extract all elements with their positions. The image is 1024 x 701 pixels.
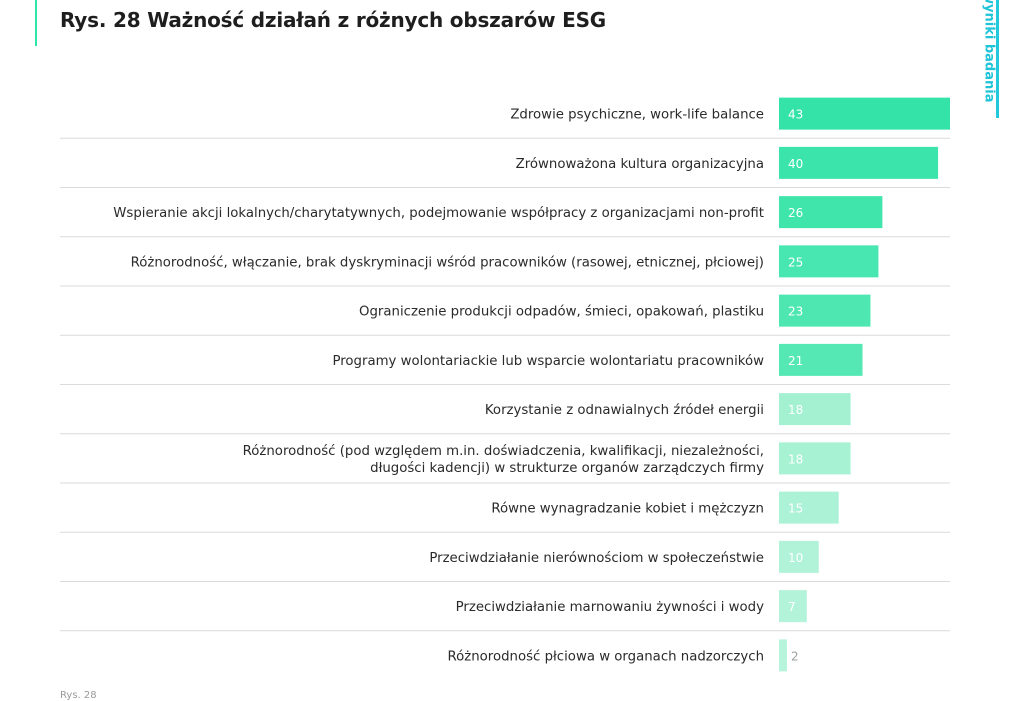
bar: [779, 196, 883, 229]
category-label: Zdrowie psychiczne, work-life balance: [510, 108, 764, 123]
bar-value-label: 25: [788, 255, 803, 269]
category-label: Wspieranie akcji lokalnych/charytatywnyc…: [113, 205, 764, 221]
source-note: Rys. 28: [60, 690, 97, 701]
bar-value-label: 43: [788, 108, 803, 122]
category-label: Równe wynagradzanie kobiet i mężczyzn: [491, 501, 764, 517]
bar-value-label: 15: [788, 502, 803, 516]
bar: [779, 540, 819, 573]
category-label: Korzystanie z odnawialnych źródeł energi…: [485, 402, 764, 418]
bar-value-label: 7: [788, 600, 796, 614]
bar: [779, 343, 863, 376]
bar-value-label: 23: [788, 305, 803, 319]
category-label: długości kadencji) w strukturze organów …: [370, 460, 764, 476]
bar: [779, 245, 879, 278]
bar: [779, 97, 950, 130]
bar: [779, 491, 839, 524]
section-tab-rule: [996, 0, 999, 118]
category-label: Różnorodność (pod względem m.in. doświad…: [243, 443, 764, 459]
bar: [779, 590, 807, 623]
bar-value-label: 2: [791, 649, 799, 663]
category-label: Przeciwdziałanie marnowaniu żywności i w…: [456, 599, 765, 615]
section-tab-label: wyniki badania: [981, 0, 997, 102]
bar: [779, 442, 851, 475]
category-label: Różnorodność płciowa w organach nadzorcz…: [447, 648, 764, 664]
bar: [779, 639, 787, 672]
bar-value-label: 26: [788, 206, 803, 220]
title-accent-line: [35, 0, 37, 46]
bar: [779, 393, 851, 426]
category-label: Zrównoważona kultura organizacyjna: [516, 156, 764, 172]
bar-value-label: 18: [788, 403, 803, 417]
bar-value-label: 10: [788, 551, 803, 565]
bar: [779, 146, 939, 179]
category-label: Ograniczenie produkcji odpadów, śmieci, …: [359, 304, 764, 320]
bar: [779, 294, 871, 327]
category-label: Przeciwdziałanie nierównościom w społecz…: [429, 550, 764, 566]
section-tab[interactable]: wyniki badania: [974, 0, 1004, 104]
bar-value-label: 21: [788, 354, 803, 368]
bar-value-label: 18: [788, 452, 803, 466]
category-label: Programy wolontariackie lub wsparcie wol…: [332, 353, 764, 369]
category-label: Różnorodność, włączanie, brak dyskrymina…: [131, 254, 764, 270]
chart-title: Rys. 28 Ważność działań z różnych obszar…: [60, 8, 607, 32]
bar-value-label: 40: [788, 157, 803, 171]
